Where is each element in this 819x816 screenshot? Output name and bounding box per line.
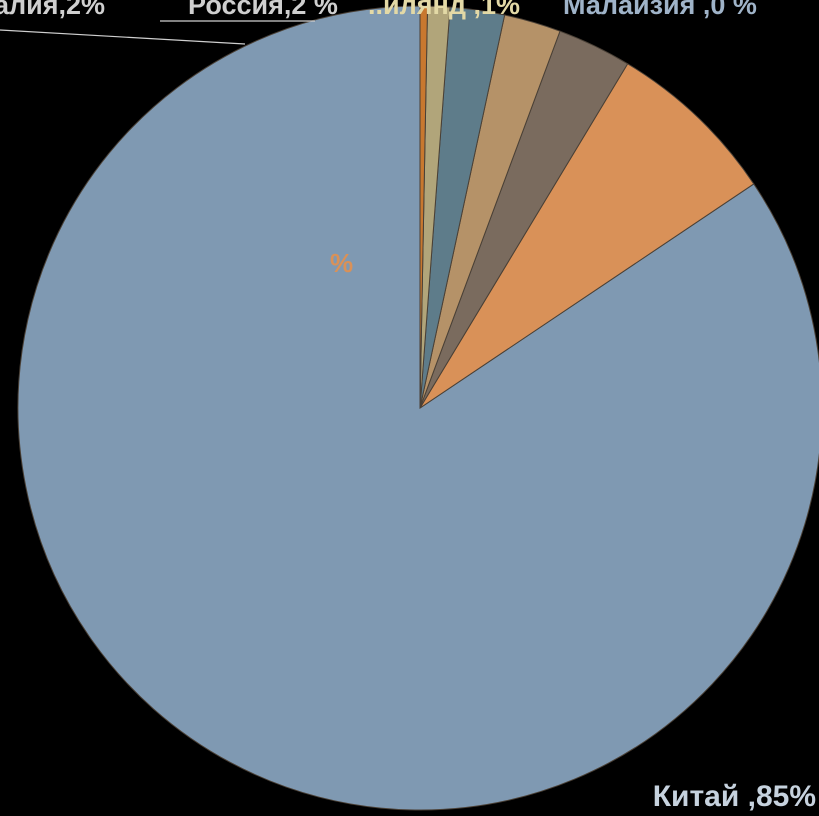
data-label-slice-2: % <box>330 248 353 278</box>
data-label-thailand: ..илянд ,1% <box>368 0 520 20</box>
leader-lines <box>0 20 315 45</box>
pie-slices <box>17 5 819 811</box>
pie-slice-1 <box>419 63 755 409</box>
data-label-china: Китай ,85% <box>653 780 816 813</box>
pie-slice-6 <box>419 5 429 409</box>
pie-slice-0 <box>17 5 819 811</box>
data-label-australia: алия,2% <box>0 0 105 20</box>
data-label-malaysia: Малайзия ,0 % <box>563 0 757 20</box>
leader-line-australia <box>0 29 246 45</box>
data-label-russia: Россия,2 % <box>188 0 338 20</box>
